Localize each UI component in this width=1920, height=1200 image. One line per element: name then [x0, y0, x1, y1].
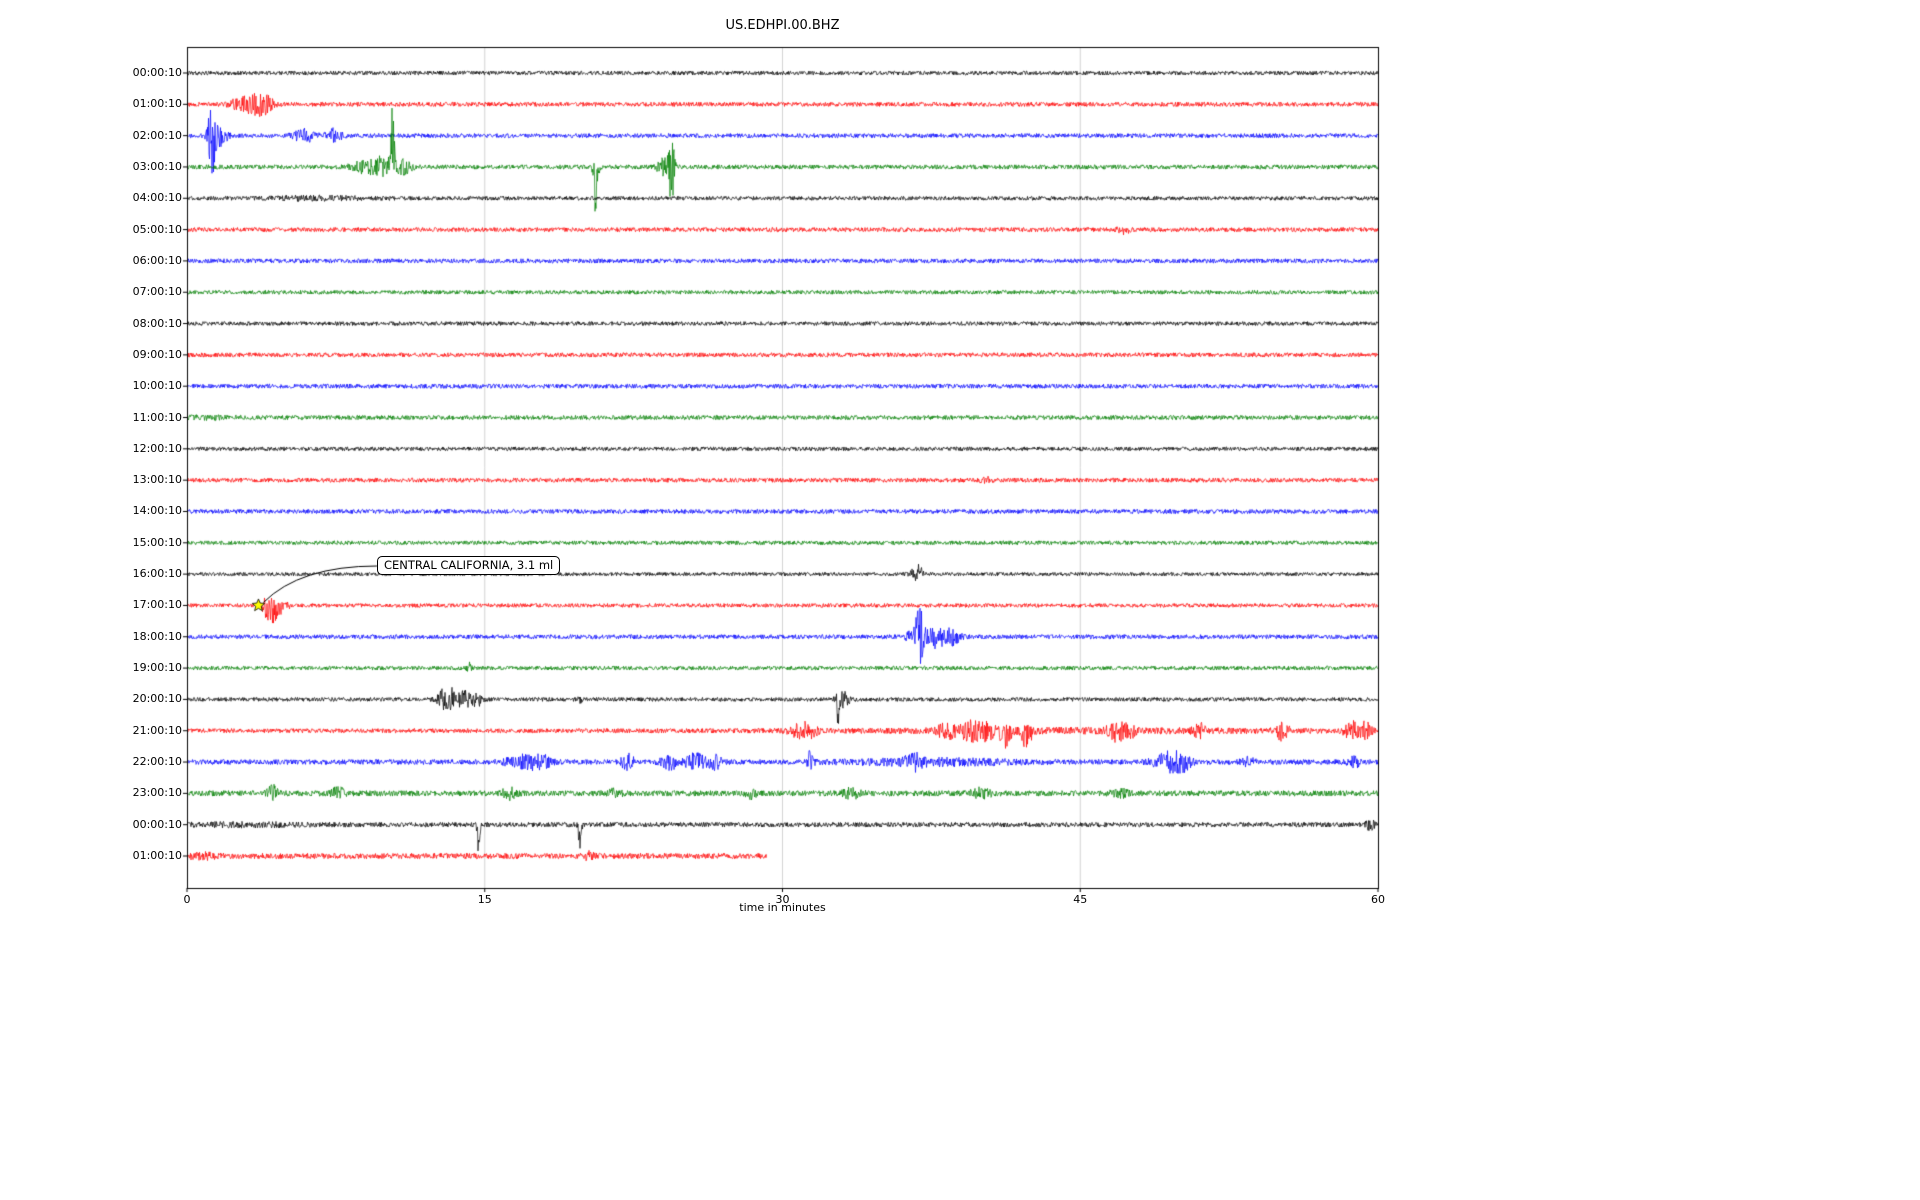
row-label: 04:00:10: [132, 191, 182, 205]
x-tick-label: 15: [477, 893, 492, 906]
row-label: 02:00:10: [132, 128, 182, 142]
row-label: 16:00:10: [132, 567, 182, 581]
row-label: 03:00:10: [132, 159, 182, 173]
x-tick-label: 45: [1073, 893, 1088, 906]
event-annotation: CENTRAL CALIFORNIA, 3.1 ml: [377, 556, 561, 575]
row-label: 18:00:10: [132, 629, 182, 643]
row-label: 05:00:10: [132, 222, 182, 236]
row-label: 07:00:10: [132, 285, 182, 299]
row-label: 22:00:10: [132, 755, 182, 769]
x-tick-label: 30: [775, 893, 790, 906]
row-label: 10:00:10: [132, 379, 182, 393]
row-label: 19:00:10: [132, 661, 182, 675]
row-label: 15:00:10: [132, 535, 182, 549]
row-label: 14:00:10: [132, 504, 182, 518]
x-tick-label: 60: [1371, 893, 1385, 906]
row-label: 20:00:10: [132, 692, 182, 706]
row-label: 09:00:10: [132, 347, 182, 361]
row-label: 00:00:10: [132, 66, 182, 79]
row-label: 21:00:10: [132, 723, 182, 737]
x-axis-label: time in minutes: [739, 901, 826, 914]
row-label: 06:00:10: [132, 253, 182, 267]
row-label: 08:00:10: [132, 316, 182, 330]
row-label: 01:00:10: [132, 849, 182, 862]
row-label: 11:00:10: [132, 410, 182, 424]
row-label: 17:00:10: [132, 598, 182, 612]
x-tick-label: 0: [183, 893, 191, 906]
row-label: 00:00:10: [132, 817, 182, 831]
row-label: 12:00:10: [132, 441, 182, 455]
row-label: 23:00:10: [132, 786, 182, 800]
row-label: 13:00:10: [132, 473, 182, 487]
row-label: 01:00:10: [132, 97, 182, 111]
